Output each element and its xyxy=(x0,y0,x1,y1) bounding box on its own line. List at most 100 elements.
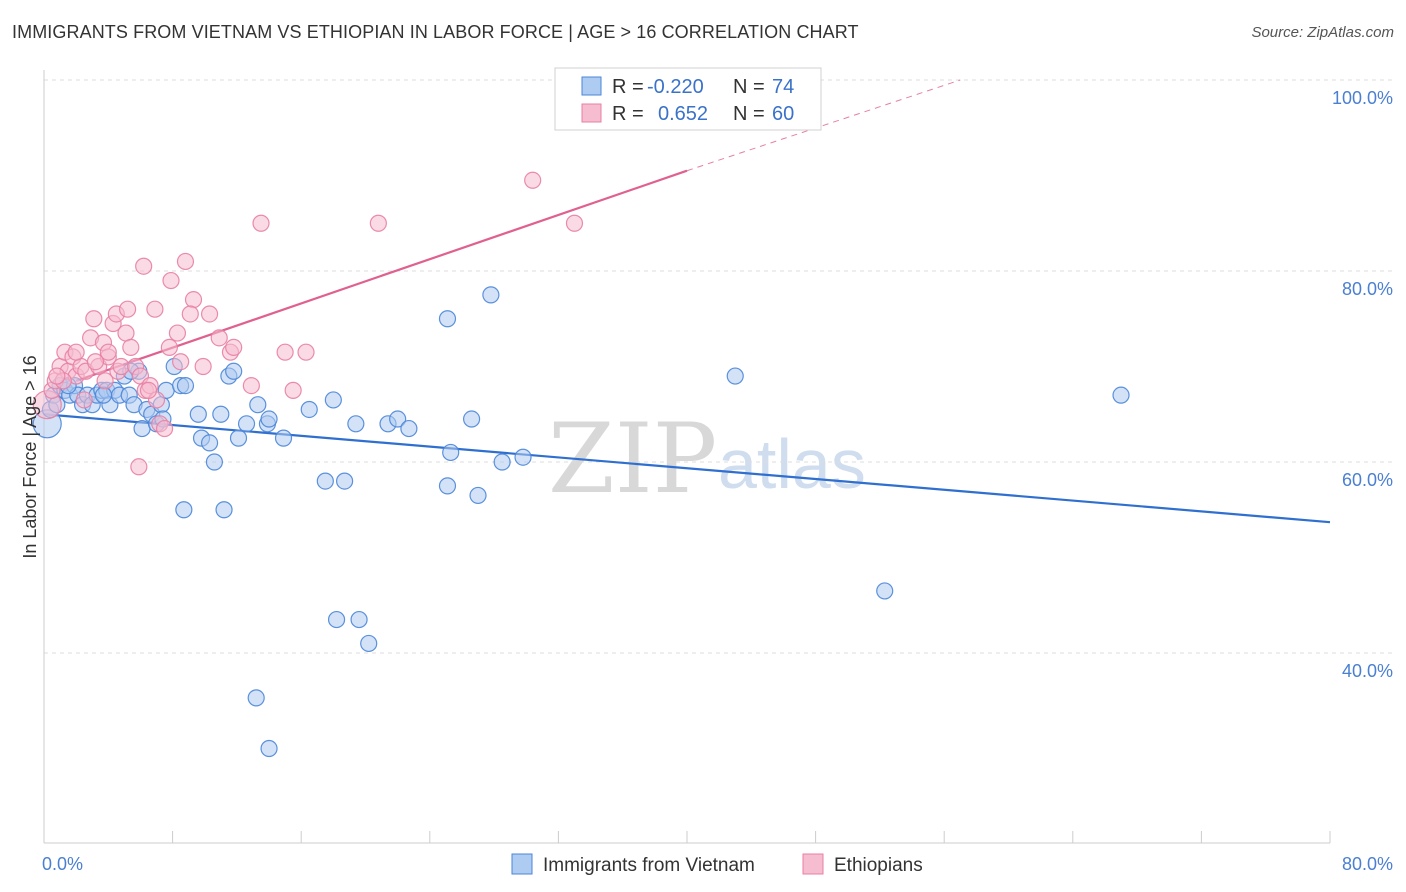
point-vietnam-22 xyxy=(133,419,151,438)
point-vietnam-64 xyxy=(438,310,457,328)
point-vietnam-34 xyxy=(205,453,223,471)
point-ethiopians-33 xyxy=(210,329,228,347)
point-ethiopians-46 xyxy=(86,353,105,371)
point-vietnam-43 xyxy=(274,429,293,447)
point-vietnam-59 xyxy=(247,689,265,707)
data-points xyxy=(32,171,1130,758)
legend-swatch-vietnam xyxy=(511,853,533,875)
point-ethiopians-27 xyxy=(160,338,178,356)
axes: 40.0% 60.0% 80.0% 100.0% xyxy=(43,70,1393,844)
point-vietnam-46 xyxy=(324,391,342,409)
legend-label-vietnam: Immigrants from Vietnam xyxy=(543,855,755,876)
legend-label-ethiopians: Ethiopians xyxy=(834,855,923,876)
point-vietnam-51 xyxy=(400,419,418,438)
point-vietnam-60 xyxy=(260,739,278,758)
x-tick-label-min: 0.0% xyxy=(42,854,83,874)
point-ethiopians-17 xyxy=(112,357,130,376)
point-ethiopians-29 xyxy=(176,252,195,271)
point-ethiopians-43 xyxy=(162,271,180,290)
point-vietnam-56 xyxy=(493,453,511,471)
point-vietnam-54 xyxy=(462,410,481,428)
point-vietnam-30 xyxy=(176,377,195,395)
point-vietnam-69 xyxy=(175,501,193,519)
stats-r-label-pink: R = xyxy=(612,103,644,125)
point-ethiopians-39 xyxy=(369,214,387,232)
bottom-legend: Immigrants from Vietnam Ethiopians xyxy=(511,853,923,876)
point-vietnam-65 xyxy=(482,286,500,304)
point-vietnam-37 xyxy=(225,362,243,380)
point-ethiopians-54 xyxy=(118,300,137,318)
point-ethiopians-42 xyxy=(135,257,153,275)
point-ethiopians-24 xyxy=(146,300,164,318)
point-ethiopians-32 xyxy=(200,305,219,323)
point-ethiopians-40 xyxy=(524,171,542,189)
point-ethiopians-59 xyxy=(96,372,114,390)
stats-r-value-blue: -0.220 xyxy=(647,76,704,98)
point-vietnam-31 xyxy=(189,405,207,423)
stats-r-label-blue: R = xyxy=(612,76,644,98)
stats-n-value-pink: 60 xyxy=(772,103,794,125)
point-vietnam-39 xyxy=(237,415,256,433)
point-vietnam-62 xyxy=(350,610,368,629)
legend-swatch-ethiopians xyxy=(802,853,824,875)
y-tick-label-80: 80.0% xyxy=(1342,279,1393,299)
stats-legend: R = -0.220 N = 74 R = 0.652 N = 60 xyxy=(554,67,822,131)
point-vietnam-47 xyxy=(336,472,354,490)
grid-lines xyxy=(44,79,1393,654)
point-vietnam-63 xyxy=(360,634,378,653)
point-ethiopians-36 xyxy=(252,214,270,232)
trend-line-extension-ethiopians xyxy=(686,79,961,172)
point-vietnam-42 xyxy=(260,410,278,428)
point-vietnam-53 xyxy=(442,443,460,462)
point-ethiopians-37 xyxy=(276,343,294,361)
y-tick-label-40: 40.0% xyxy=(1342,661,1393,681)
point-vietnam-33 xyxy=(200,434,219,452)
point-vietnam-67 xyxy=(876,582,894,600)
x-tick-label-max: 80.0% xyxy=(1342,854,1393,874)
source-label: Source: ZipAtlas.com xyxy=(1251,24,1394,41)
stats-r-value-pink: 0.652 xyxy=(658,103,708,125)
point-ethiopians-50 xyxy=(130,458,148,476)
point-vietnam-45 xyxy=(316,472,334,490)
watermark-atlas: atlas xyxy=(718,425,866,503)
point-ethiopians-11 xyxy=(85,310,103,328)
chart-title: IMMIGRANTS FROM VIETNAM VS ETHIOPIAN IN … xyxy=(12,22,859,42)
point-vietnam-35 xyxy=(212,405,230,423)
point-ethiopians-28 xyxy=(168,324,187,342)
point-ethiopians-56 xyxy=(225,338,243,356)
point-ethiopians-44 xyxy=(181,305,199,323)
point-vietnam-50 xyxy=(389,410,407,428)
point-vietnam-61 xyxy=(327,610,346,629)
point-vietnam-66 xyxy=(726,367,744,385)
point-ethiopians-53 xyxy=(139,381,158,399)
stats-n-value-blue: 74 xyxy=(772,76,794,98)
y-axis-label: In Labor Force | Age > 16 xyxy=(20,355,40,558)
point-ethiopians-47 xyxy=(67,343,85,361)
point-vietnam-68 xyxy=(1112,386,1130,404)
trend-line-ethiopians xyxy=(75,169,688,382)
stats-n-label-pink: N = xyxy=(733,103,765,125)
point-ethiopians-49 xyxy=(48,367,66,385)
y-tick-label-100: 100.0% xyxy=(1332,88,1393,108)
point-ethiopians-19 xyxy=(122,338,140,356)
point-vietnam-57 xyxy=(514,448,532,466)
point-vietnam-72 xyxy=(94,386,113,404)
point-ethiopians-30 xyxy=(184,291,203,309)
y-tick-label-60: 60.0% xyxy=(1342,470,1393,490)
point-ethiopians-58 xyxy=(75,391,93,409)
point-ethiopians-52 xyxy=(172,353,190,371)
point-vietnam-48 xyxy=(347,415,365,433)
point-ethiopians-18 xyxy=(117,324,135,342)
point-vietnam-38 xyxy=(229,429,248,447)
point-ethiopians-57 xyxy=(284,381,302,399)
point-vietnam-58 xyxy=(215,501,233,519)
point-ethiopians-31 xyxy=(194,357,212,376)
point-vietnam-40 xyxy=(249,396,267,414)
point-ethiopians-55 xyxy=(99,343,117,361)
stats-legend-swatch-pink xyxy=(581,103,602,123)
stats-legend-swatch-blue xyxy=(581,76,602,96)
point-ethiopians-35 xyxy=(242,377,260,395)
point-ethiopians-26 xyxy=(155,419,174,438)
point-ethiopians-38 xyxy=(297,343,315,361)
